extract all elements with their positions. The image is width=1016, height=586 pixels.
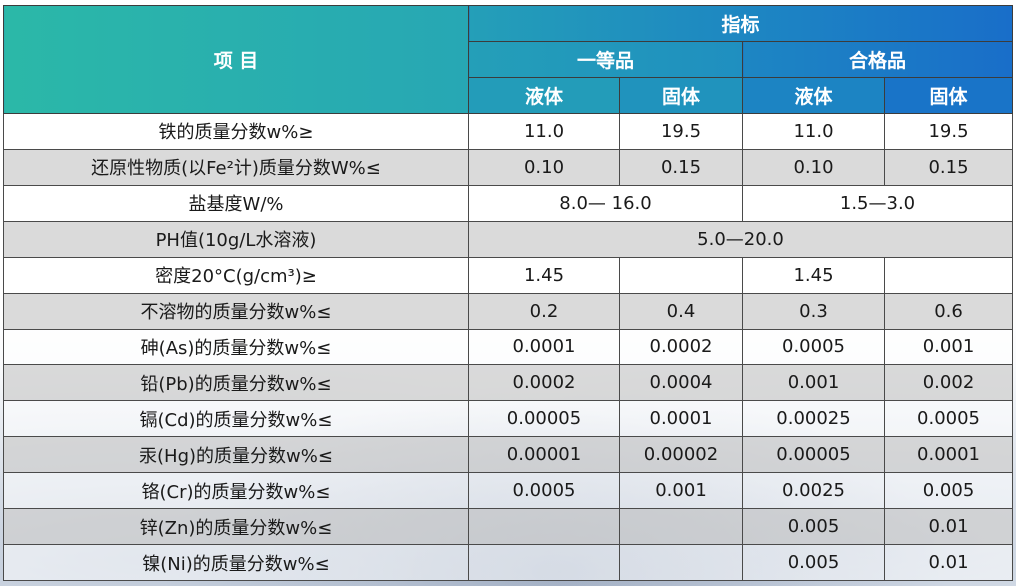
cell-qualified-solid: 0.001 xyxy=(883,328,1014,366)
cell-first-solid xyxy=(619,256,743,294)
cell-first-solid: 0.0001 xyxy=(619,400,743,438)
cell-first-span: 8.0— 16.0 xyxy=(468,184,743,222)
row-name: 铬(Cr)的质量分数w%≤ xyxy=(3,472,469,510)
cell-qualified-span: 1.5—3.0 xyxy=(741,184,1014,222)
row-name: 密度20°C(g/cm³)≥ xyxy=(3,256,469,294)
table-row-cadmium: 镉(Cd)的质量分数w%≤ 0.00005 0.0001 0.00025 0.0… xyxy=(3,400,1014,438)
cell-first-solid: 0.001 xyxy=(619,472,743,510)
table-row-arsenic: 砷(As)的质量分数w%≤ 0.0001 0.0002 0.0005 0.001 xyxy=(3,328,1014,366)
cell-qualified-liquid: 0.005 xyxy=(742,508,885,546)
cell-first-solid: 19.5 xyxy=(619,113,743,150)
cell-qualified-liquid: 0.3 xyxy=(742,292,885,330)
cell-first-liquid xyxy=(468,508,620,546)
header-grade-first: 一等品 xyxy=(468,41,743,78)
row-name: 不溶物的质量分数w%≤ xyxy=(3,292,469,330)
cell-qualified-solid: 0.005 xyxy=(883,472,1014,510)
table-row-basicity: 盐基度W/% 8.0— 16.0 1.5—3.0 xyxy=(3,184,1014,222)
cell-first-liquid: 0.0005 xyxy=(468,472,620,510)
cell-first-liquid: 0.0001 xyxy=(468,328,620,366)
table-row-insoluble: 不溶物的质量分数w%≤ 0.2 0.4 0.3 0.6 xyxy=(3,292,1014,330)
header-first-liquid: 液体 xyxy=(468,77,620,114)
header-grade-qualified: 合格品 xyxy=(741,41,1014,78)
cell-first-solid: 0.15 xyxy=(619,148,743,186)
header-item: 项 目 xyxy=(3,5,469,114)
row-name: 盐基度W/% xyxy=(3,184,469,222)
row-name: 铁的质量分数w%≥ xyxy=(3,113,469,150)
header-indicator: 指标 xyxy=(467,5,1014,42)
cell-first-liquid: 11.0 xyxy=(468,113,620,150)
cell-qualified-liquid: 0.0005 xyxy=(742,328,885,366)
cell-qualified-solid xyxy=(883,256,1014,294)
cell-qualified-solid: 19.5 xyxy=(883,113,1014,150)
cell-qualified-solid: 0.01 xyxy=(883,508,1014,546)
cell-qualified-solid: 0.0005 xyxy=(883,400,1014,438)
table-row-lead: 铅(Pb)的质量分数w%≤ 0.0002 0.0004 0.001 0.002 xyxy=(3,364,1014,402)
cell-first-solid: 0.0004 xyxy=(619,364,743,402)
header-first-solid: 固体 xyxy=(619,77,743,114)
row-name: PH值(10g/L水溶液) xyxy=(3,220,469,258)
cell-qualified-liquid: 0.10 xyxy=(742,148,885,186)
cell-qualified-solid: 0.002 xyxy=(883,364,1014,402)
cell-qualified-solid: 0.0001 xyxy=(883,436,1014,474)
table-row-chromium: 铬(Cr)的质量分数w%≤ 0.0005 0.001 0.0025 0.005 xyxy=(3,472,1014,510)
cell-first-liquid xyxy=(468,544,620,581)
row-name: 铅(Pb)的质量分数w%≤ xyxy=(3,364,469,402)
cell-first-liquid: 0.2 xyxy=(468,292,620,330)
table-body: 铁的质量分数w%≥ 11.0 19.5 11.0 19.5 还原性物质(以Fe²… xyxy=(3,113,1014,581)
cell-qualified-liquid: 0.00025 xyxy=(742,400,885,438)
table-row-iron: 铁的质量分数w%≥ 11.0 19.5 11.0 19.5 xyxy=(3,113,1014,150)
row-name: 还原性物质(以Fe²计)质量分数W%≤ xyxy=(3,148,469,186)
table-row-reducing: 还原性物质(以Fe²计)质量分数W%≤ 0.10 0.15 0.10 0.15 xyxy=(3,148,1014,186)
row-name: 锌(Zn)的质量分数w%≤ xyxy=(3,508,469,546)
cell-qualified-solid: 0.15 xyxy=(883,148,1014,186)
cell-first-solid xyxy=(619,544,743,581)
cell-qualified-liquid: 0.005 xyxy=(742,544,885,581)
cell-qualified-liquid: 1.45 xyxy=(742,256,885,294)
cell-first-solid: 0.00002 xyxy=(619,436,743,474)
row-name: 镉(Cd)的质量分数w%≤ xyxy=(3,400,469,438)
spec-table: 项 目 指标 一等品 合格品 液体 固体 液体 固体 铁的质量分数w%≥ 11.… xyxy=(3,5,1014,581)
cell-first-liquid: 1.45 xyxy=(468,256,620,294)
cell-first-liquid: 0.00005 xyxy=(468,400,620,438)
cell-qualified-liquid: 11.0 xyxy=(742,113,885,150)
row-name: 砷(As)的质量分数w%≤ xyxy=(3,328,469,366)
table-row-zinc: 锌(Zn)的质量分数w%≤ 0.005 0.01 xyxy=(3,508,1014,546)
row-name: 汞(Hg)的质量分数w%≤ xyxy=(3,436,469,474)
cell-qualified-solid: 0.01 xyxy=(883,544,1014,581)
cell-qualified-solid: 0.6 xyxy=(883,292,1014,330)
cell-first-liquid: 0.10 xyxy=(468,148,620,186)
table-row-ph: PH值(10g/L水溶液) 5.0—20.0 xyxy=(3,220,1014,258)
cell-qualified-liquid: 0.0025 xyxy=(742,472,885,510)
row-name: 镍(Ni)的质量分数w%≤ xyxy=(3,544,469,581)
cell-qualified-liquid: 0.001 xyxy=(742,364,885,402)
table-row-density: 密度20°C(g/cm³)≥ 1.45 1.45 xyxy=(3,256,1014,294)
table-row-nickel: 镍(Ni)的质量分数w%≤ 0.005 0.01 xyxy=(3,544,1014,581)
cell-full-span: 5.0—20.0 xyxy=(467,220,1014,258)
table-header: 项 目 指标 一等品 合格品 液体 固体 液体 固体 xyxy=(3,5,1014,114)
header-qualified-solid: 固体 xyxy=(883,77,1014,114)
cell-first-liquid: 0.00001 xyxy=(468,436,620,474)
cell-qualified-liquid: 0.00005 xyxy=(742,436,885,474)
table-row-mercury: 汞(Hg)的质量分数w%≤ 0.00001 0.00002 0.00005 0.… xyxy=(3,436,1014,474)
cell-first-solid xyxy=(619,508,743,546)
cell-first-solid: 0.0002 xyxy=(619,328,743,366)
header-qualified-liquid: 液体 xyxy=(742,77,885,114)
cell-first-solid: 0.4 xyxy=(619,292,743,330)
cell-first-liquid: 0.0002 xyxy=(468,364,620,402)
